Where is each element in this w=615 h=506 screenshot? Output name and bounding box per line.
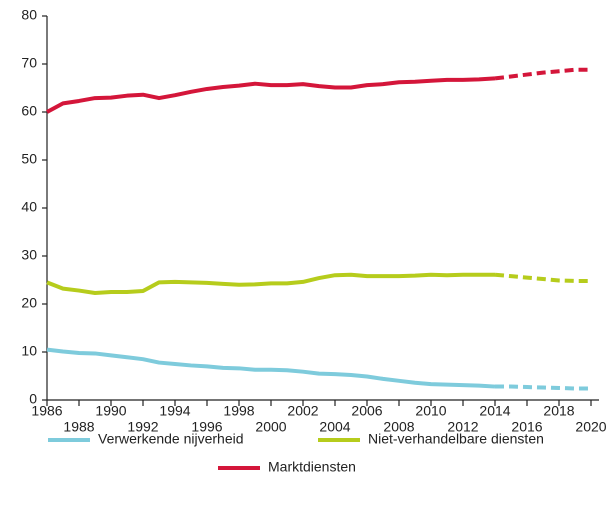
- legend-label: Marktdiensten: [268, 459, 356, 475]
- x-tick-label: 1996: [191, 419, 222, 435]
- x-tick-label: 1986: [31, 403, 62, 419]
- x-tick-label: 1992: [127, 419, 158, 435]
- y-tick-label: 70: [21, 55, 37, 71]
- legend-label: Niet-verhandelbare diensten: [368, 431, 544, 447]
- y-tick-label: 80: [21, 7, 37, 23]
- x-tick-label: 2000: [255, 419, 286, 435]
- x-tick-label: 1990: [95, 403, 126, 419]
- x-tick-label: 2008: [383, 419, 414, 435]
- y-tick-label: 60: [21, 103, 37, 119]
- x-tick-label: 2002: [287, 403, 318, 419]
- forecast-line: [495, 384, 591, 391]
- x-tick-label: 2014: [479, 403, 510, 419]
- y-tick-label: 30: [21, 247, 37, 263]
- y-tick-label: 0: [29, 391, 37, 407]
- x-tick-label: 2018: [543, 403, 574, 419]
- series-line: [46, 272, 495, 295]
- y-tick-label: 20: [21, 295, 37, 311]
- x-tick-label: 1998: [223, 403, 254, 419]
- x-tick-label: 2004: [319, 419, 350, 435]
- y-tick-label: 40: [21, 199, 37, 215]
- x-tick-label: 1994: [159, 403, 190, 419]
- x-tick-label: 2010: [415, 403, 446, 419]
- x-tick-label: 2006: [351, 403, 382, 419]
- x-tick-label: 2016: [511, 419, 542, 435]
- forecast-line: [494, 67, 591, 81]
- series-line: [46, 76, 496, 114]
- y-tick-label: 10: [21, 343, 37, 359]
- x-tick-label: 2020: [575, 419, 606, 435]
- x-tick-label: 1988: [63, 419, 94, 435]
- x-tick-label: 2012: [447, 419, 478, 435]
- series-line: [46, 347, 496, 389]
- forecast-line: [494, 272, 591, 283]
- legend-label: Verwerkende nijverheid: [98, 431, 244, 447]
- y-tick-label: 50: [21, 151, 37, 167]
